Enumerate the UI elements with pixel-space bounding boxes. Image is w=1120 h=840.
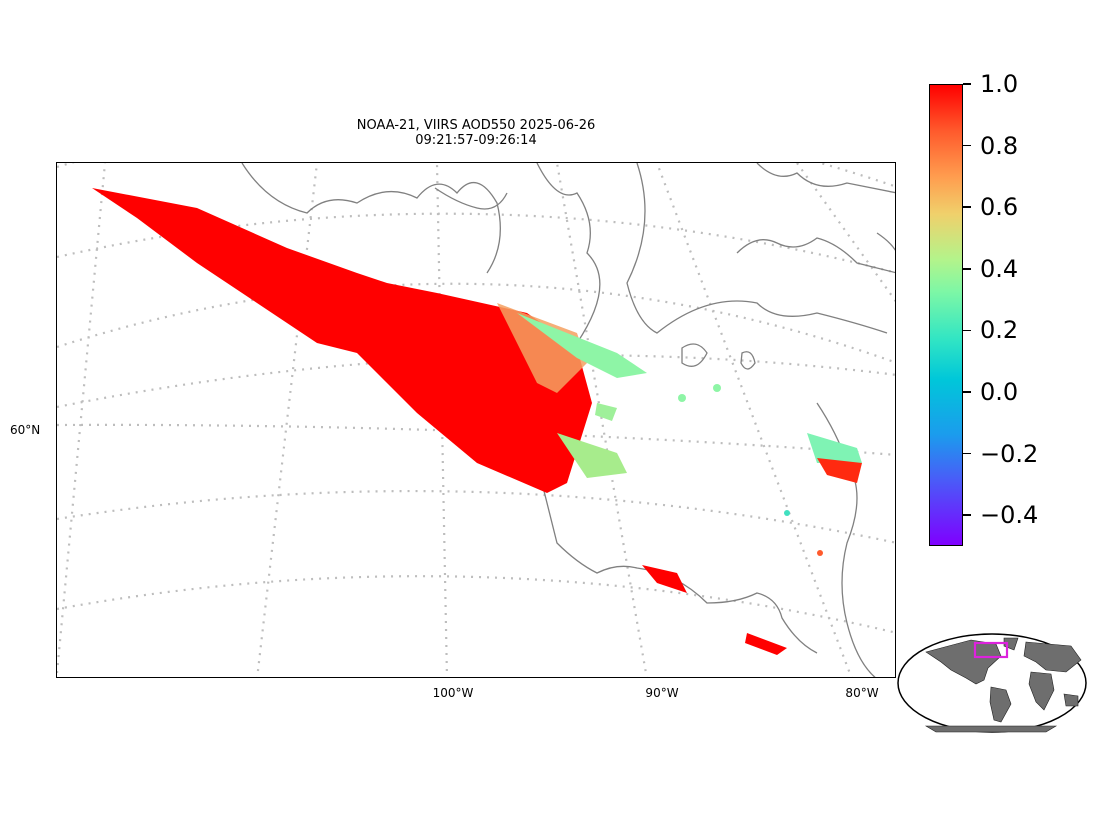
coastline — [740, 351, 756, 370]
colorbar-tick-label: −0.4 — [980, 501, 1039, 530]
lon-label: 100°W — [432, 686, 474, 700]
graticule-lat — [57, 575, 895, 634]
aod-east-patch — [807, 433, 862, 463]
colorbar-tick-label: 0.0 — [980, 378, 1019, 406]
land-south-america — [989, 686, 1012, 723]
colorbar-tick — [963, 452, 971, 455]
extent-marker — [973, 641, 1009, 659]
aod-east-patch-high — [817, 458, 862, 483]
aod-plume-low — [595, 403, 617, 421]
colorbar-tick — [963, 83, 971, 85]
graticule-lat — [57, 489, 895, 544]
graticule-meridian — [256, 163, 319, 677]
globe-inset — [897, 633, 1087, 733]
globe-land — [924, 637, 1082, 733]
graticule-lat — [57, 282, 895, 364]
graticule-meridian — [796, 163, 895, 303]
graticule-lat — [57, 423, 895, 456]
colorbar-tick — [963, 391, 971, 393]
aod-plume-edge — [497, 303, 587, 393]
aod-swath — [92, 188, 862, 655]
colorbar-tick-label: 0.8 — [980, 131, 1019, 160]
colorbar-tick-label: 1.0 — [980, 70, 1019, 98]
graticule-meridian — [57, 163, 107, 674]
colorbar-tick — [963, 514, 971, 516]
colorbar-tick-label: 0.6 — [980, 193, 1019, 222]
colorbar-tick — [963, 268, 971, 270]
map-canvas — [57, 163, 895, 677]
aod-scatter — [678, 394, 686, 402]
lon-label: 80°W — [845, 686, 879, 700]
coastline — [434, 187, 508, 210]
land-africa — [1028, 671, 1055, 711]
aod-south-strip — [642, 565, 687, 593]
coastline — [626, 163, 888, 334]
aod-plume-low — [517, 313, 647, 378]
graticule — [57, 163, 895, 677]
aod-scatter — [784, 510, 790, 516]
aod-scatter — [817, 550, 823, 556]
title-line-2: 09:21:57-09:26:14 — [415, 133, 537, 148]
colorbar — [929, 84, 963, 546]
land-antarctica — [924, 725, 1058, 733]
map-panel — [56, 162, 896, 678]
colorbar-tick-label: −0.2 — [980, 439, 1039, 468]
aod-scatter — [713, 384, 721, 392]
colorbar-tick-label: 0.2 — [980, 316, 1019, 345]
coastline — [241, 163, 501, 274]
coastline — [736, 237, 895, 274]
lat-label: 60°N — [10, 423, 41, 437]
coastline — [681, 343, 708, 367]
aod-plume-main — [92, 188, 592, 493]
map-title: NOAA-21, VIIRS AOD550 2025-06-26 09:21:5… — [56, 118, 896, 148]
coastline — [756, 163, 895, 194]
aod-south-strip — [745, 633, 787, 655]
coastline — [876, 232, 895, 251]
land-eurasia — [1023, 641, 1082, 673]
title-line-1: NOAA-21, VIIRS AOD550 2025-06-26 — [356, 118, 596, 133]
lon-label: 90°W — [645, 686, 679, 700]
land-australia — [1063, 693, 1079, 707]
aod-plume-low — [557, 433, 627, 478]
colorbar-tick — [963, 144, 971, 147]
colorbar-tick — [963, 329, 971, 332]
colorbar-tick-label: 0.4 — [980, 254, 1019, 283]
colorbar-tick — [963, 206, 971, 208]
